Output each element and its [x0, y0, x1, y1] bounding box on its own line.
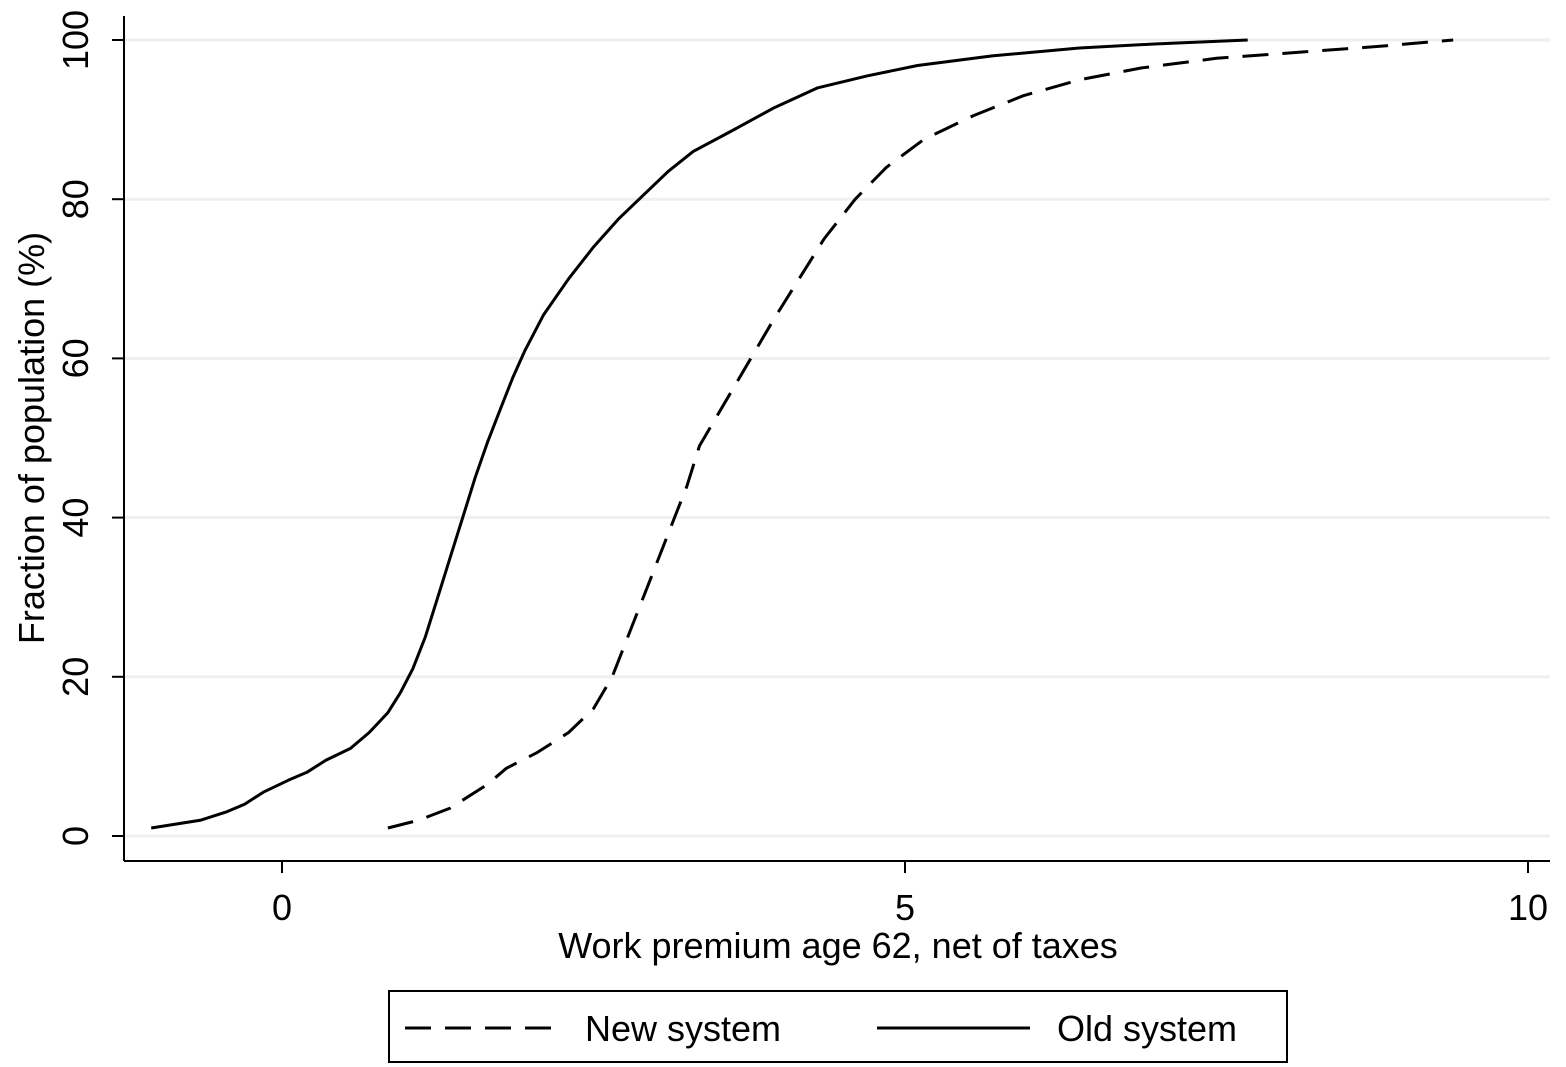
series-line-new-system	[387, 38, 1454, 830]
axes	[123, 16, 1550, 862]
series-line-old-system	[150, 38, 1248, 830]
y-tick-label-100: 100	[55, 10, 96, 70]
legend: New system Old system	[388, 990, 1288, 1063]
y-tick-label-80: 80	[55, 179, 96, 219]
x-tick-label-10: 10	[1508, 887, 1548, 928]
y-tick-label-60: 60	[55, 338, 96, 378]
y-axis-title: Fraction of population (%)	[11, 232, 52, 644]
y-tick-label-40: 40	[55, 498, 96, 538]
x-tick-label-5: 5	[895, 887, 915, 928]
tick-labels: 0 20 40 60 80 100 0 5 10	[55, 10, 1548, 928]
series-lines	[150, 38, 1454, 830]
legend-label-old-system: Old system	[1057, 1008, 1237, 1049]
gridlines	[125, 38, 1550, 838]
y-tick-label-0: 0	[55, 826, 96, 846]
legend-label-new-system: New system	[585, 1008, 781, 1049]
x-tick-label-0: 0	[272, 887, 292, 928]
x-axis-title: Work premium age 62, net of taxes	[558, 925, 1118, 966]
y-tick-label-20: 20	[55, 657, 96, 697]
